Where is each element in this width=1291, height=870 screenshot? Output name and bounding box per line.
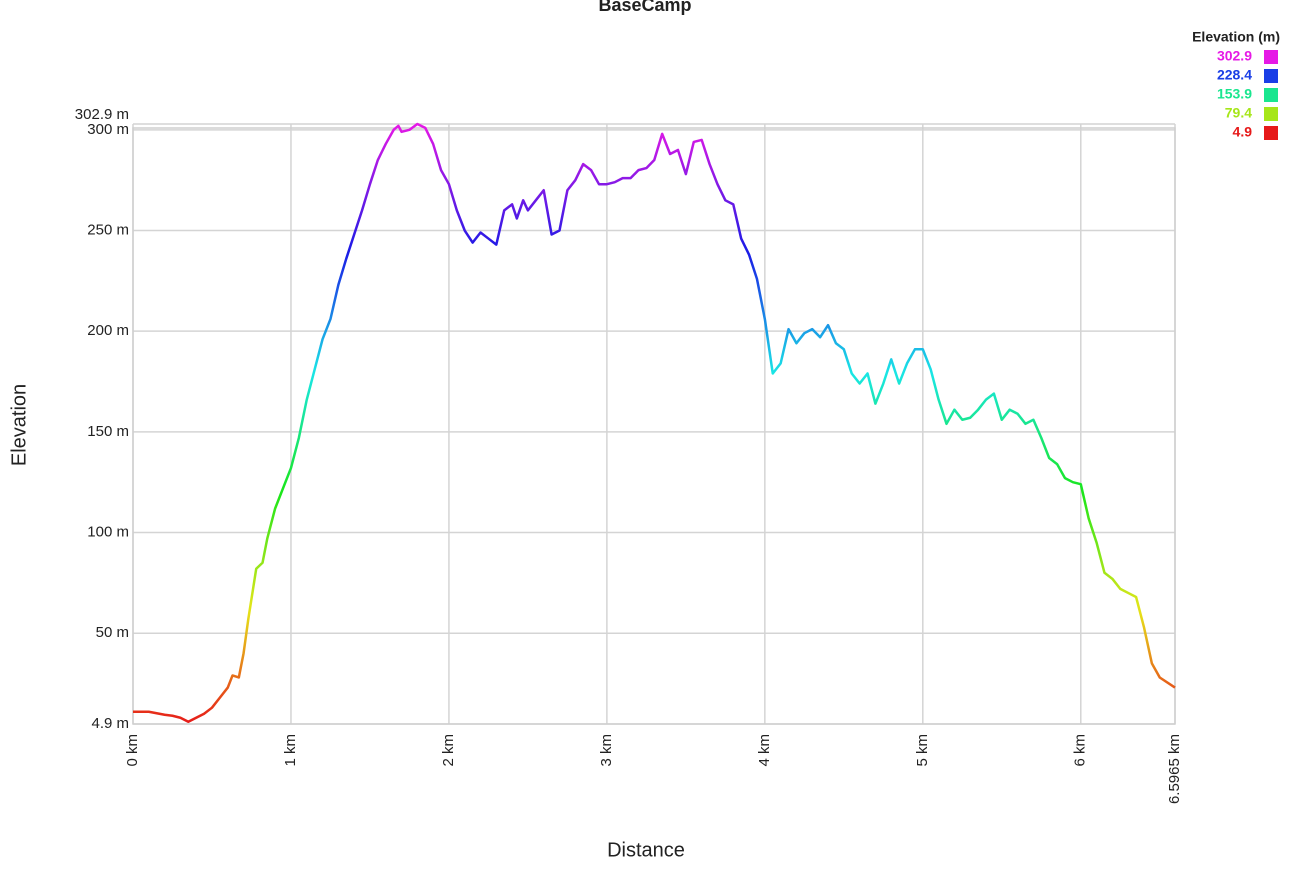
legend-label: 302.9 (1217, 48, 1252, 64)
y-tick-label: 50 m (96, 624, 129, 641)
plot-border (132, 127, 1176, 725)
legend-label: 4.9 (1233, 124, 1253, 140)
y-tick-label: 302.9 m (75, 106, 129, 123)
legend-label: 228.4 (1217, 67, 1252, 83)
y-tick-label: 150 m (87, 423, 129, 440)
y-axis-title: Elevation (8, 384, 30, 466)
legend-swatch (1264, 69, 1278, 83)
x-axis-title: Distance (607, 839, 685, 861)
legend-swatch (1264, 107, 1278, 121)
elevation-line (133, 122, 1176, 724)
x-tick-label: 1 km (282, 734, 299, 767)
x-tick-label: 6.5965 km (1166, 734, 1183, 804)
chart-title: BaseCamp (598, 0, 691, 15)
legend-label: 153.9 (1217, 86, 1252, 102)
y-tick-label: 300 m (87, 121, 129, 138)
x-tick-label: 0 km (124, 734, 141, 767)
x-tick-label: 5 km (914, 734, 931, 767)
legend-title: Elevation (m) (1192, 29, 1280, 45)
y-tick-label: 200 m (87, 322, 129, 339)
y-tick-label: 250 m (87, 221, 129, 238)
y-tick-label: 100 m (87, 523, 129, 540)
legend-swatch (1264, 126, 1278, 140)
legend-swatch (1264, 88, 1278, 102)
x-tick-label: 6 km (1072, 734, 1089, 767)
x-tick-label: 2 km (440, 734, 457, 767)
legend-swatch (1264, 50, 1278, 64)
x-tick-label: 3 km (598, 734, 615, 767)
y-tick-label: 4.9 m (91, 715, 129, 732)
legend-label: 79.4 (1225, 105, 1252, 121)
x-tick-label: 4 km (756, 734, 773, 767)
